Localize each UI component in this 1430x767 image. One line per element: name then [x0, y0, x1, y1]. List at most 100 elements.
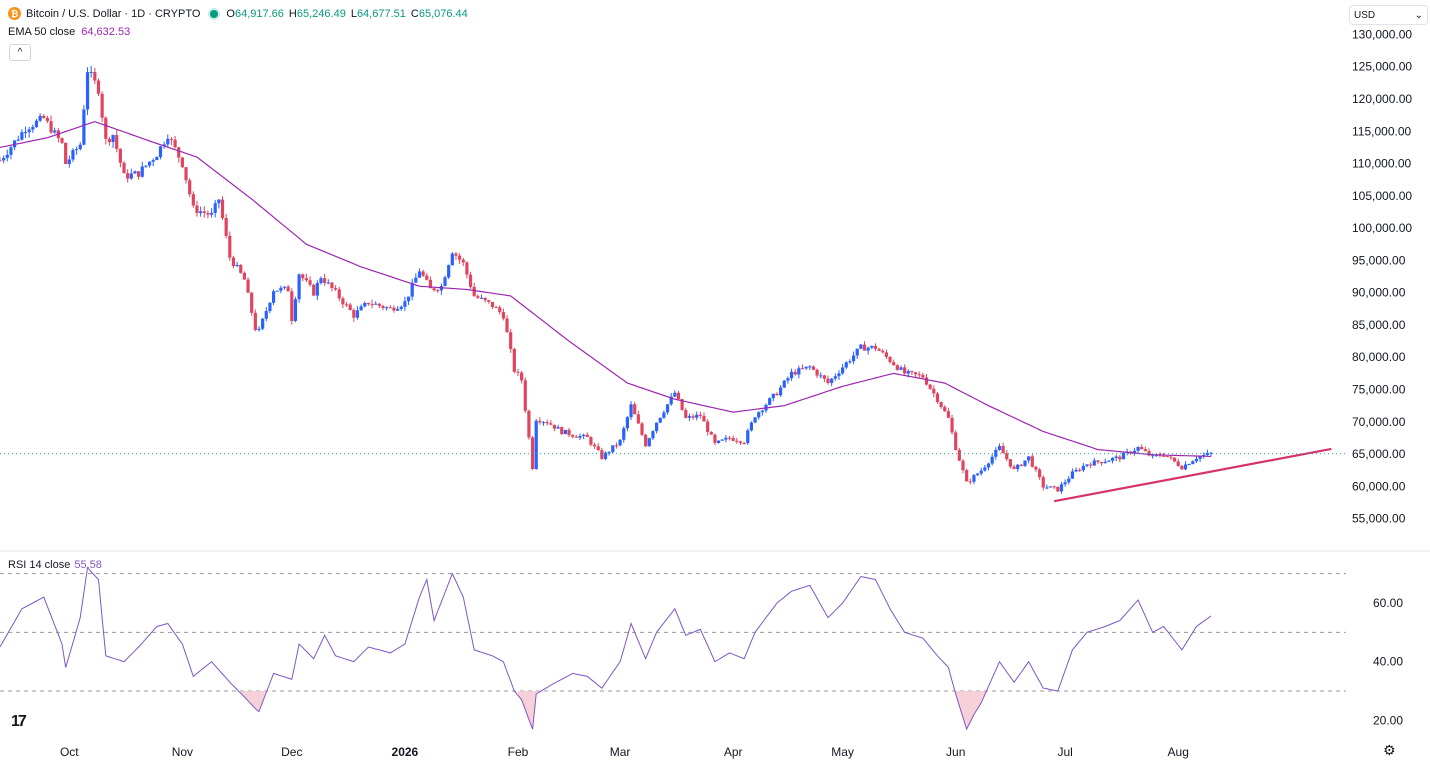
candle-body: [702, 415, 706, 422]
candle-body: [1092, 460, 1096, 466]
candle-body: [990, 456, 994, 464]
chevron-down-icon: ⌄: [1414, 9, 1423, 21]
candle-body: [1085, 464, 1089, 466]
candle-body: [1008, 459, 1013, 467]
candle-body: [950, 417, 954, 433]
candle-body: [837, 373, 841, 377]
candle-body: [830, 378, 834, 384]
candle-body: [1121, 452, 1126, 460]
candle-body: [111, 135, 115, 143]
candle-body: [538, 420, 542, 423]
time-tick-label: Nov: [172, 745, 193, 759]
candle-body: [560, 427, 564, 435]
candle-body: [395, 308, 400, 311]
candle-body: [326, 282, 330, 284]
candle-body: [892, 362, 896, 366]
candle-body: [392, 307, 396, 311]
candle-body: [140, 166, 144, 177]
price-tick-label: 120,000.00: [1352, 92, 1412, 106]
candle-body: [917, 374, 921, 376]
price-tick-label: 105,000.00: [1352, 189, 1412, 203]
candle-body: [658, 417, 662, 423]
candle-body: [684, 410, 688, 418]
candle-body: [20, 132, 24, 140]
candle-body: [622, 428, 626, 440]
candle-body: [155, 157, 159, 161]
candle-body: [257, 328, 261, 330]
candle-body: [370, 304, 374, 306]
rsi-line: [0, 566, 1212, 731]
gear-icon[interactable]: ⚙: [1383, 742, 1396, 758]
candle-body: [96, 80, 101, 94]
candle-body: [903, 367, 907, 374]
candle-body: [709, 432, 713, 435]
candle-body: [742, 442, 746, 444]
rsi-legend[interactable]: RSI 14 close 55.58: [8, 559, 102, 571]
candle-body: [1194, 458, 1199, 462]
candle-body: [698, 414, 702, 416]
price-tick-label: 110,000.00: [1352, 157, 1411, 171]
candle-body: [279, 287, 283, 291]
candle-body: [786, 378, 790, 381]
candle-body: [713, 434, 717, 443]
open-label: O: [226, 7, 235, 20]
candle-body: [403, 301, 407, 307]
candle-body: [841, 367, 845, 374]
candle-body: [1070, 471, 1075, 479]
collapse-legend-button[interactable]: ^: [9, 44, 31, 61]
candle-body: [381, 305, 385, 308]
tradingview-logo[interactable]: 17: [11, 713, 27, 730]
candle-body: [848, 361, 852, 363]
rsi-tick-label: 20.00: [1373, 713, 1403, 727]
candle-body: [1176, 461, 1180, 466]
rsi-oversold-fill: [240, 691, 270, 712]
candle-body: [341, 298, 345, 305]
rsi-tick-label: 60.00: [1373, 596, 1403, 610]
candle-body: [771, 393, 775, 399]
candle-body: [946, 411, 951, 418]
candle-body: [527, 410, 531, 438]
candle-body: [924, 377, 929, 385]
close-value: 65,076.44: [418, 7, 468, 20]
candle-body: [888, 356, 892, 363]
symbol-legend[interactable]: ₿ Bitcoin / U.S. Dollar · 1D · CRYPTO O …: [8, 7, 473, 20]
candle-body: [487, 300, 491, 302]
candle-body: [676, 392, 681, 400]
ema-value: 64,632.53: [81, 26, 131, 38]
candle-body: [158, 146, 163, 158]
candle-body: [180, 157, 184, 168]
candle-body: [242, 272, 246, 280]
currency-select[interactable]: USD ⌄: [1349, 5, 1428, 25]
candle-body: [1187, 464, 1191, 466]
time-tick-label: Jun: [946, 745, 965, 759]
candle-body: [147, 161, 152, 166]
candle-body: [1103, 461, 1107, 464]
candle-body: [804, 366, 808, 369]
candle-body: [618, 439, 622, 446]
candle-body: [319, 278, 323, 284]
ema-legend[interactable]: EMA 50 close 64,632.53: [8, 26, 130, 38]
candle-body: [115, 135, 119, 149]
candle-body: [1063, 482, 1067, 485]
price-tick-label: 85,000.00: [1352, 318, 1406, 332]
candle-body: [494, 307, 498, 309]
candle-body: [662, 412, 666, 418]
candle-body: [461, 259, 465, 263]
candle-body: [104, 117, 108, 139]
candle-body: [808, 366, 812, 368]
candle-body: [213, 203, 217, 213]
time-tick-label: 2026: [392, 745, 419, 759]
candle-body: [833, 376, 837, 379]
symbol-title[interactable]: Bitcoin / U.S. Dollar · 1D · CRYPTO: [26, 7, 201, 20]
candle-body: [797, 368, 801, 375]
candle-body: [1045, 487, 1049, 489]
candle-body: [447, 265, 451, 278]
candle-body: [1132, 450, 1137, 454]
candle-body: [93, 71, 97, 81]
candle-body: [344, 304, 349, 306]
price-tick-label: 75,000.00: [1352, 383, 1406, 397]
candle-body: [410, 282, 414, 297]
candle-body: [939, 402, 943, 408]
candle-body: [271, 291, 276, 303]
